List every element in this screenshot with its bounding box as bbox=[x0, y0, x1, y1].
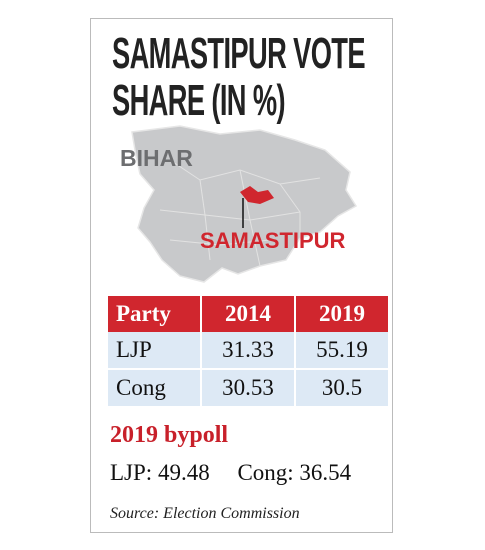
title-line: SHARE (IN %) bbox=[112, 76, 286, 125]
header-cell: 2014 bbox=[201, 296, 296, 332]
value: 36.54 bbox=[299, 460, 352, 485]
cell: 30.53 bbox=[201, 369, 296, 408]
cell: 30.5 bbox=[295, 369, 390, 408]
bypoll-results: LJP: 49.48 Cong: 36.54 bbox=[110, 460, 351, 486]
header-cell: 2019 bbox=[295, 296, 390, 332]
cell: 55.19 bbox=[295, 332, 390, 370]
header-row: Party 2014 2019 bbox=[108, 296, 390, 332]
table-row: LJP 31.33 55.19 bbox=[108, 332, 390, 370]
bypoll-heading: 2019 bypoll bbox=[110, 422, 229, 448]
cell: 31.33 bbox=[201, 332, 296, 370]
header-cell: Party bbox=[108, 296, 202, 332]
title: SAMASTIPUR VOTE SHARE (IN %) bbox=[112, 29, 366, 125]
cell: LJP bbox=[108, 332, 202, 370]
region-label: BIHAR bbox=[120, 145, 193, 171]
value: 49.48 bbox=[157, 460, 210, 485]
map: BIHAR SAMASTIPUR bbox=[120, 125, 358, 283]
party: LJP: bbox=[110, 460, 153, 485]
party: Cong: bbox=[237, 460, 294, 485]
frame bbox=[90, 18, 393, 533]
source: Source: Election Commission bbox=[110, 505, 300, 522]
table-row: Cong 30.53 30.5 bbox=[108, 369, 390, 408]
bihar-shape bbox=[131, 125, 358, 283]
place-label: SAMASTIPUR bbox=[200, 228, 346, 253]
district-lines bbox=[159, 159, 321, 267]
title-line: SAMASTIPUR VOTE bbox=[112, 29, 366, 78]
samastipur-shape bbox=[240, 186, 274, 204]
results-table: Party 2014 2019 LJP 31.33 55.19 Cong 30.… bbox=[108, 296, 390, 408]
cell: Cong bbox=[108, 369, 202, 408]
